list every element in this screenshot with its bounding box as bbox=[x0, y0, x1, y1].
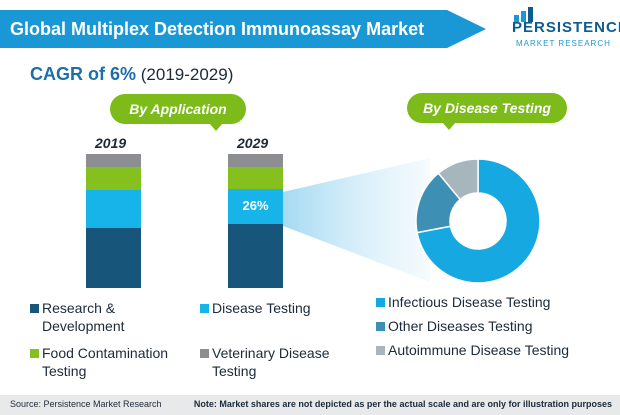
by-disease-pill-arrow bbox=[442, 122, 456, 130]
application-legend-swatch-3 bbox=[200, 349, 209, 358]
source-text: Source: Persistence Market Research bbox=[10, 399, 162, 409]
cagr-text: CAGR of 6% (2019-2029) bbox=[30, 64, 233, 85]
bar-data-label: 26% bbox=[242, 198, 269, 214]
bar-segment-2019-3 bbox=[86, 154, 141, 168]
donut-slice-infectious bbox=[416, 158, 541, 284]
application-legend-swatch-0 bbox=[30, 304, 39, 313]
application-legend-label-0: Research & Development bbox=[42, 300, 125, 334]
application-legend-label-1: Disease Testing bbox=[212, 300, 311, 316]
logo-bars-icon bbox=[514, 7, 533, 22]
disease-legend-label-1: Other Diseases Testing bbox=[388, 318, 533, 334]
logo-main-text: PERSISTENCE bbox=[512, 19, 620, 36]
application-legend-swatch-1 bbox=[200, 304, 209, 313]
application-legend-swatch-2 bbox=[30, 349, 39, 358]
logo-sub-text: MARKET RESEARCH bbox=[516, 39, 611, 48]
disease-legend-label-0: Infectious Disease Testing bbox=[388, 294, 551, 310]
bar-segment-2029-2 bbox=[228, 167, 283, 189]
by-application-pill: By Application bbox=[110, 94, 246, 124]
note-text: Note: Market shares are not depicted as … bbox=[193, 399, 612, 409]
disease-legend-swatch-2 bbox=[376, 346, 385, 355]
by-disease-pill: By Disease Testing bbox=[407, 93, 567, 123]
by-application-pill-arrow bbox=[209, 123, 223, 131]
year-label-2029: 2029 bbox=[237, 135, 269, 151]
cagr-period: (2019-2029) bbox=[140, 65, 234, 84]
application-legend-label-2: Food Contamination Testing bbox=[42, 345, 169, 379]
disease-legend-swatch-0 bbox=[376, 298, 385, 307]
bar-segment-2029-0 bbox=[228, 223, 283, 288]
disease-legend-swatch-1 bbox=[376, 322, 385, 331]
bar-segment-2019-0 bbox=[86, 227, 141, 288]
year-label-2019: 2019 bbox=[95, 135, 127, 151]
bar-segment-2029-3 bbox=[228, 154, 283, 168]
bar-segment-2019-1 bbox=[86, 190, 141, 228]
chart-title: Global Multiplex Detection Immunoassay M… bbox=[0, 10, 486, 48]
application-legend-label-3: Veterinary Disease Testing bbox=[212, 345, 330, 379]
donut-slice-autoimmune bbox=[437, 158, 479, 201]
disease-legend-label-2: Autoimmune Disease Testing bbox=[388, 342, 570, 358]
footer-bar: Source: Persistence Market Research Note… bbox=[0, 395, 620, 415]
persistence-logo: PERSISTENCE MARKET RESEARCH bbox=[512, 6, 620, 58]
bar-segment-2029-1 bbox=[228, 188, 283, 224]
cagr-value: CAGR of 6% bbox=[30, 64, 137, 84]
bar-segment-2019-2 bbox=[86, 167, 141, 191]
